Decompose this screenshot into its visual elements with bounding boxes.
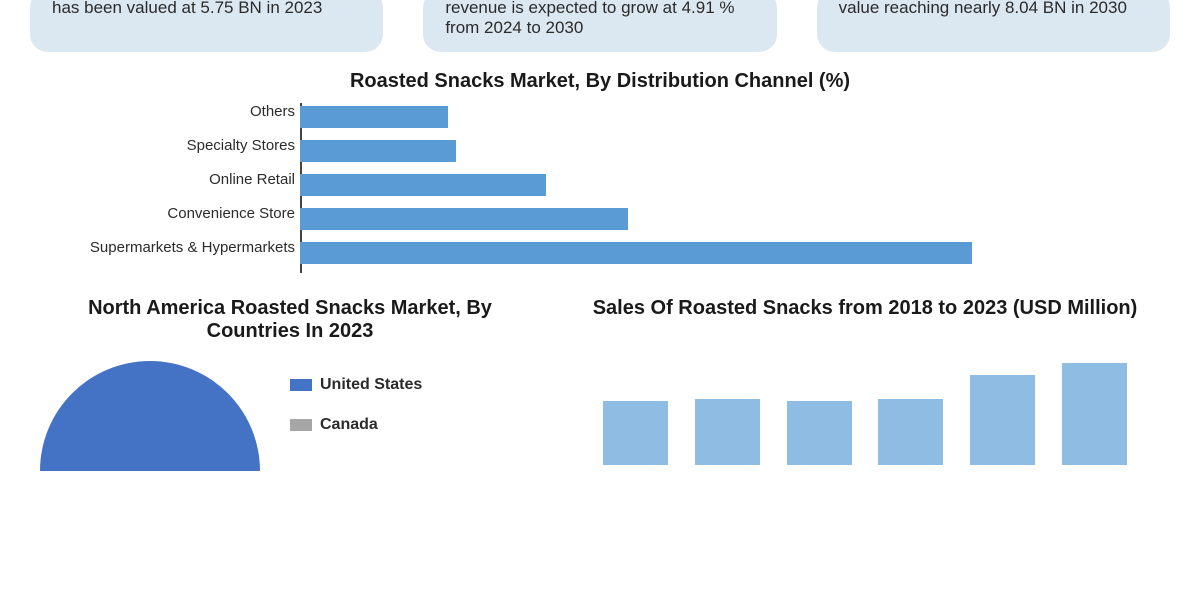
sales-bar <box>878 399 943 465</box>
sales-bar <box>787 401 852 465</box>
hbar-row <box>300 171 1120 199</box>
hbar-title: Roasted Snacks Market, By Distribution C… <box>40 70 1160 93</box>
hbar-bar <box>300 174 546 196</box>
hbar-chart-section: Roasted Snacks Market, By Distribution C… <box>0 70 1200 267</box>
sales-bar <box>1062 363 1127 465</box>
hbar-bar <box>300 140 456 162</box>
stat-card-3: value reaching nearly 8.04 BN in 2030 <box>817 0 1170 52</box>
legend-label: United States <box>320 376 422 394</box>
hbar-label: Online Retail <box>35 171 295 188</box>
hbar-bar <box>300 242 972 264</box>
hbar-label: Convenience Store <box>35 205 295 222</box>
pie-title: North America Roasted Snacks Market, By … <box>40 297 540 343</box>
legend-item: United States <box>290 376 422 394</box>
pie-graphic <box>40 361 260 471</box>
sales-bar <box>695 399 760 465</box>
top-cards-row: has been valued at 5.75 BN in 2023 reven… <box>0 0 1200 52</box>
hbar-row <box>300 205 1120 233</box>
hbar-label: Specialty Stores <box>35 137 295 154</box>
hbar-bar <box>300 208 628 230</box>
pie-wrap <box>40 361 260 471</box>
sales-chart-section: Sales Of Roasted Snacks from 2018 to 202… <box>570 297 1160 471</box>
stat-card-1: has been valued at 5.75 BN in 2023 <box>30 0 383 52</box>
legend-swatch <box>290 379 312 391</box>
pie-body: United States Canada <box>40 361 540 471</box>
hbar-label: Others <box>35 103 295 120</box>
sales-title: Sales Of Roasted Snacks from 2018 to 202… <box>570 297 1160 320</box>
pie-legend: United States Canada <box>290 376 422 456</box>
hbar-row <box>300 137 1120 165</box>
sales-bar <box>603 401 668 465</box>
hbar-label: Supermarkets & Hypermarkets <box>35 239 295 256</box>
legend-label: Canada <box>320 416 378 434</box>
hbar-row <box>300 103 1120 131</box>
stat-card-2: revenue is expected to grow at 4.91 % fr… <box>423 0 776 52</box>
hbar-chart: OthersSpecialty StoresOnline RetailConve… <box>300 103 1120 267</box>
sales-bar <box>970 375 1035 465</box>
legend-item: Canada <box>290 416 422 434</box>
legend-swatch <box>290 419 312 431</box>
pie-chart-section: North America Roasted Snacks Market, By … <box>40 297 540 471</box>
hbar-row <box>300 239 1120 267</box>
sales-chart <box>570 345 1160 465</box>
bottom-row: North America Roasted Snacks Market, By … <box>0 297 1200 471</box>
hbar-bar <box>300 106 448 128</box>
